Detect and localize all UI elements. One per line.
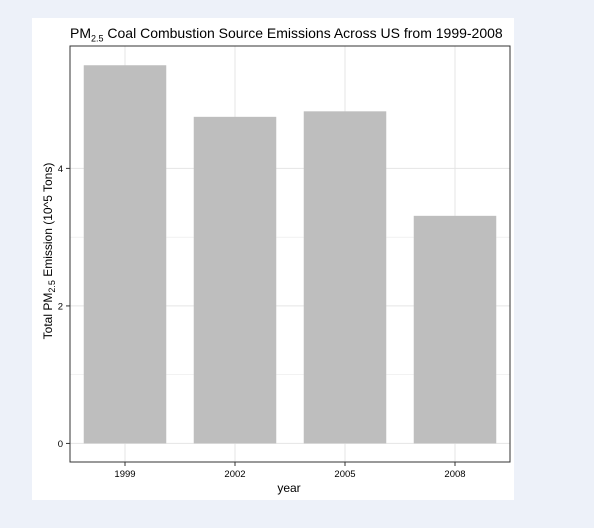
bar-2008 [413,215,497,444]
plot-panel-border [69,45,511,463]
y-tick-label: 4 [58,164,63,175]
bar-2005 [303,111,387,444]
bar-chart: PM2.5 Coal Combustion Source Emissions A… [41,25,511,495]
chart-canvas: PM2.5 Coal Combustion Source Emissions A… [32,18,514,500]
bars [83,65,497,444]
x-tick-label: 2005 [334,469,355,480]
y-axis: 0 2 4 [58,164,70,450]
y-tick-label: 2 [58,301,63,312]
x-tick-label: 2002 [224,469,245,480]
x-axis: 1999 2002 2005 2008 [114,462,466,480]
bar-2002 [193,116,277,444]
x-tick-label: 1999 [114,469,135,480]
x-axis-label: year [277,481,300,495]
chart-title: PM2.5 Coal Combustion Source Emissions A… [70,25,503,44]
y-axis-label: Total PM2.5 Emission (10^5 Tons) [41,163,57,340]
x-tick-label: 2008 [444,469,465,480]
bar-1999 [83,65,167,444]
y-tick-label: 0 [58,439,63,450]
